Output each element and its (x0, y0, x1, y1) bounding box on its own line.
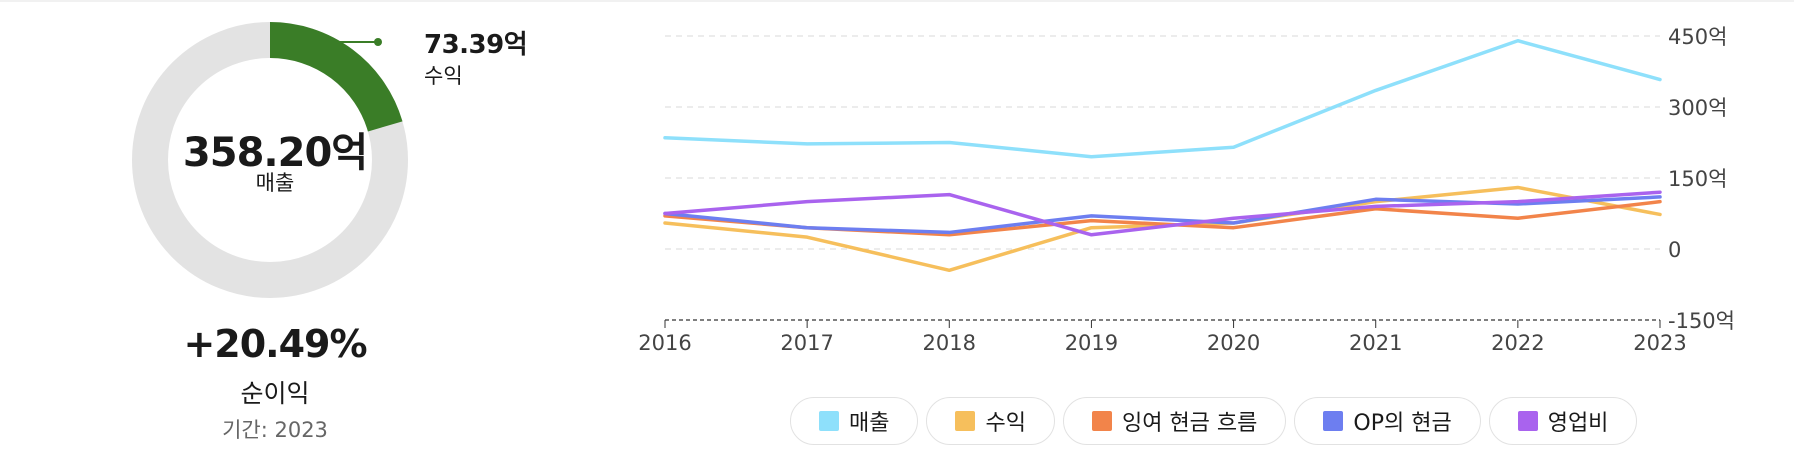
y-tick-label: 300억 (1668, 96, 1727, 120)
legend-item-3[interactable]: 잉여 현금 흐름 (1062, 397, 1287, 445)
x-tick-label: 2021 (1349, 331, 1402, 355)
legend-swatch (1517, 411, 1538, 431)
callout-label: 수익 (424, 64, 463, 88)
revenue-donut-chart (132, 22, 408, 298)
legend-item-2[interactable]: 수익 (926, 397, 1055, 445)
legend-swatch (955, 411, 976, 431)
callout-leader-dot (374, 38, 382, 46)
metric-label: 순이익 (240, 379, 310, 408)
x-tick-label: 2019 (1065, 331, 1118, 355)
period-label: 기간: (222, 418, 268, 442)
period-text: 기간: 2023 (170, 414, 380, 444)
y-tick-label: 0 (1668, 238, 1681, 262)
legend-item-5[interactable]: 영업비 (1488, 397, 1638, 445)
legend-item-4[interactable]: OP의 현금 (1294, 397, 1481, 445)
y-tick-label: 150억 (1668, 167, 1727, 191)
y-tick-label: 450억 (1668, 25, 1727, 49)
top-divider (0, 0, 1794, 2)
x-tick-label: 2016 (638, 331, 691, 355)
y-tick-label: -150억 (1668, 309, 1735, 333)
legend-swatch (819, 411, 839, 431)
legend-swatch (1091, 411, 1112, 431)
callout-value: 73.39억 (424, 30, 528, 60)
x-tick-label: 2017 (780, 331, 833, 355)
legend-label: 매출 (849, 411, 890, 436)
series-line-5 (663, 190, 1662, 237)
x-tick-label: 2023 (1633, 331, 1686, 355)
chart-legend: 매출 수익 잉여 현금 흐름 OP의 현금 영업비 (790, 397, 1638, 445)
legend-label: OP의 현금 (1353, 411, 1452, 436)
series-line-1 (663, 38, 1662, 159)
line-chart: -150억 0 150억 300억 450억 2016 2017 2018 2019 2020 20… (638, 25, 1735, 355)
donut-center-label: 매출 (255, 171, 295, 195)
x-tick-label: 2020 (1207, 331, 1260, 355)
x-tick-label: 2022 (1491, 331, 1544, 355)
legend-label: 영업비 (1547, 411, 1609, 436)
legend-item-1[interactable]: 매출 (790, 397, 919, 445)
change-percent: +20.49% (183, 322, 367, 366)
legend-swatch (1323, 411, 1344, 431)
x-tick-label: 2018 (923, 331, 976, 355)
donut-profit-arc (269, 22, 403, 132)
legend-label: 수익 (985, 411, 1026, 436)
period-value: 2023 (274, 418, 328, 442)
legend-label: 잉여 현금 흐름 (1121, 411, 1258, 436)
donut-center-value: 358.20억 (182, 130, 368, 176)
